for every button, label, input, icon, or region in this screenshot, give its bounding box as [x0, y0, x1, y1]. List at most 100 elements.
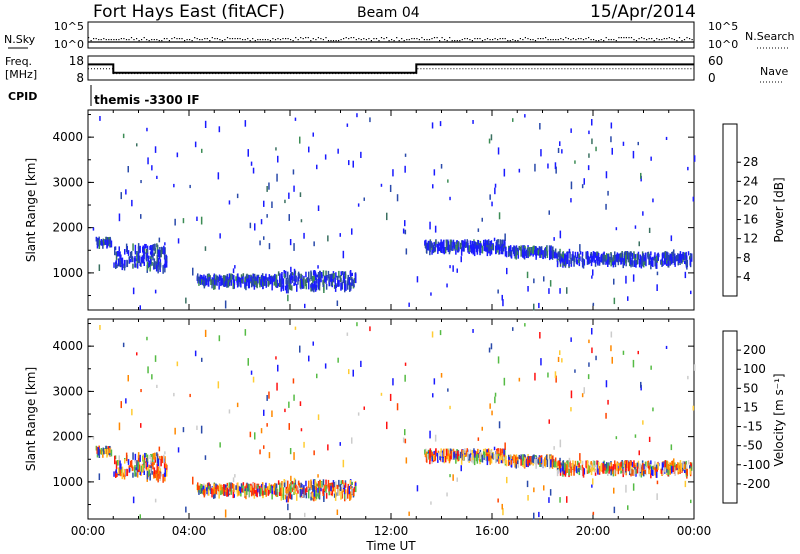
noise-search-dot: [431, 38, 433, 40]
range-cell: [533, 487, 535, 493]
range-cell: [161, 456, 164, 464]
noise-search-dot: [476, 38, 479, 40]
range-cell: [280, 278, 282, 287]
range-cell: [302, 277, 305, 286]
range-cell: [287, 486, 289, 494]
noise-search-dot: [123, 38, 125, 40]
range-cell: [525, 458, 528, 467]
range-cell: [293, 243, 295, 251]
range-cell: [664, 467, 666, 473]
range-cell: [591, 119, 593, 126]
range-cell: [125, 398, 127, 404]
range-cell: [143, 261, 145, 266]
noise-search-dot: [653, 40, 655, 42]
range-cell: [182, 427, 185, 433]
range-cell: [272, 275, 275, 282]
range-cell: [392, 169, 394, 177]
range-cell: [185, 297, 187, 304]
noise-search-dot: [676, 40, 678, 42]
range-cell: [504, 455, 507, 465]
range-cell: [352, 369, 354, 377]
range-cell: [469, 240, 472, 245]
range-cell: [536, 456, 539, 462]
range-cell: [305, 283, 308, 290]
range-cell: [469, 449, 472, 454]
range-cell: [542, 250, 544, 259]
range-cell: [664, 251, 667, 260]
range-cell: [607, 260, 609, 267]
range-cell: [150, 247, 152, 253]
range-cell: [501, 503, 503, 510]
range-cell: [110, 240, 113, 248]
range-cell: [396, 194, 399, 202]
range-cell: [533, 249, 535, 255]
range-cell: [652, 465, 654, 470]
range-cell: [142, 454, 144, 463]
range-cell: [118, 455, 120, 460]
noise-search-dot: [386, 37, 388, 39]
range-cell: [643, 255, 645, 261]
range-cell: [533, 512, 535, 520]
range-cell: [253, 281, 256, 290]
range-cell: [316, 483, 318, 487]
range-cell: [109, 239, 112, 247]
range-cell: [351, 272, 353, 277]
noise-search-dot: [189, 39, 191, 41]
range-cell: [157, 458, 159, 467]
range-cell: [155, 261, 158, 265]
range-cell: [127, 166, 129, 173]
range-cell: [606, 462, 608, 471]
range-cell: [671, 251, 673, 258]
range-cell: [235, 276, 237, 281]
range-cell: [277, 364, 279, 372]
range-cell: [447, 241, 450, 249]
range-cell: [527, 247, 529, 252]
range-cell: [355, 485, 357, 493]
range-cell: [313, 484, 315, 490]
range-cell: [205, 278, 208, 282]
range-cell: [341, 492, 344, 499]
noise-search-dot: [322, 39, 324, 41]
nave-label: Nave: [760, 65, 788, 78]
range-cell: [157, 249, 159, 258]
range-cell: [266, 395, 268, 401]
range-cell: [194, 350, 197, 357]
range-cell: [402, 437, 405, 443]
range-cell: [592, 478, 594, 485]
range-cell: [154, 261, 156, 270]
range-cell: [437, 245, 439, 254]
range-cell: [632, 359, 635, 368]
range-cell: [489, 194, 491, 200]
range-cell: [536, 247, 539, 253]
noise-search-dot: [615, 40, 617, 42]
range-cell: [472, 120, 474, 124]
range-cell: [490, 245, 492, 250]
range-cell: [339, 484, 342, 492]
range-cell: [247, 278, 249, 283]
range-cell: [431, 122, 434, 129]
range-cell: [203, 280, 206, 287]
range-cell: [566, 496, 568, 503]
range-cell: [253, 490, 256, 499]
range-cell: [576, 259, 579, 265]
range-cell: [144, 243, 146, 249]
noise-search-dot: [365, 39, 367, 41]
noise-search-dot: [229, 38, 231, 40]
range-cell: [608, 256, 610, 265]
range-cell: [121, 264, 123, 271]
range-cell: [134, 460, 137, 464]
range-cell: [637, 141, 639, 146]
range-cell: [154, 146, 157, 153]
range-cell: [276, 279, 279, 288]
colorbar-tick-label: -100: [743, 458, 770, 472]
cpid-text: themis -3300 IF: [94, 93, 200, 107]
range-cell: [298, 273, 301, 279]
noise-left-tick-bottom: 10^0: [54, 38, 84, 51]
range-cell: [237, 273, 239, 282]
range-cell: [310, 479, 312, 488]
range-cell: [550, 459, 552, 468]
range-cell: [291, 494, 293, 500]
noise-search-dot: [310, 40, 312, 42]
noise-search-dot: [565, 37, 567, 39]
range-cell: [121, 466, 124, 474]
